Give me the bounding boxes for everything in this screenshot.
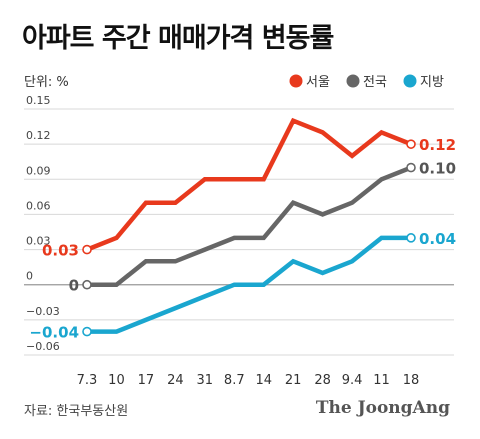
end-data-label: 0.10 xyxy=(419,160,456,178)
y-tick-label: −0.03 xyxy=(26,305,60,318)
x-axis: 7.3 10 17 24 31 8.7 14 21 28 9.4 11 18 xyxy=(77,373,420,388)
y-tick-label: 0.06 xyxy=(26,199,51,212)
x-tick-label: 24 xyxy=(167,373,184,388)
chart-title: 아파트 주간 매매가격 변동률 xyxy=(22,23,334,54)
end-data-label: 0.12 xyxy=(419,136,456,154)
start-data-label: 0.03 xyxy=(42,242,79,260)
x-tick-label: 28 xyxy=(314,373,331,388)
y-axis: 0.15 0.12 0.09 0.06 0.03 0 −0.03 −0.06 xyxy=(26,94,60,353)
x-tick-label: 9.4 xyxy=(342,373,363,388)
x-tick-label: 8.7 xyxy=(224,373,245,388)
y-tick-label: 0.15 xyxy=(26,94,51,107)
start-data-label: −0.04 xyxy=(29,324,79,342)
data-point xyxy=(406,162,416,173)
x-tick-label: 10 xyxy=(108,373,125,388)
x-tick-label: 31 xyxy=(197,373,214,388)
data-point xyxy=(406,139,416,149)
legend-label: 전국 xyxy=(363,75,387,90)
x-tick-label: 18 xyxy=(403,373,420,388)
data-point xyxy=(82,279,92,290)
legend-label: 지방 xyxy=(420,75,444,90)
source-note: 자료: 한국부동산원 xyxy=(24,404,129,419)
end-data-label: 0.04 xyxy=(419,230,456,248)
y-tick-label: 0.09 xyxy=(26,164,51,177)
series-line xyxy=(87,165,412,287)
series-line xyxy=(87,235,411,334)
legend: 서울 전국 지방 xyxy=(289,74,444,90)
y-tick-label: 0.12 xyxy=(26,129,51,142)
legend-label: 서울 xyxy=(306,75,330,90)
legend-marker xyxy=(346,74,360,88)
data-point xyxy=(406,233,416,243)
series-group: 0.03 0.12 0 0.10 −0.04 0.04 xyxy=(29,117,456,342)
data-point xyxy=(82,326,92,337)
x-tick-label: 14 xyxy=(255,373,272,388)
legend-marker xyxy=(289,74,303,88)
x-tick-label: 7.3 xyxy=(77,373,98,388)
series-line xyxy=(86,117,412,252)
y-tick-label: 0.03 xyxy=(26,235,51,248)
unit-label: 단위: % xyxy=(24,75,69,90)
data-point xyxy=(82,244,92,255)
x-tick-label: 21 xyxy=(285,373,302,388)
brand-logo: The JoongAng xyxy=(315,398,450,418)
legend-marker xyxy=(403,74,417,88)
y-tick-label: 0 xyxy=(26,270,33,283)
y-tick-label: −0.06 xyxy=(26,340,60,353)
grid xyxy=(24,108,454,356)
start-data-label: 0 xyxy=(69,277,79,295)
x-tick-label: 11 xyxy=(373,373,390,388)
x-tick-label: 17 xyxy=(138,373,155,388)
